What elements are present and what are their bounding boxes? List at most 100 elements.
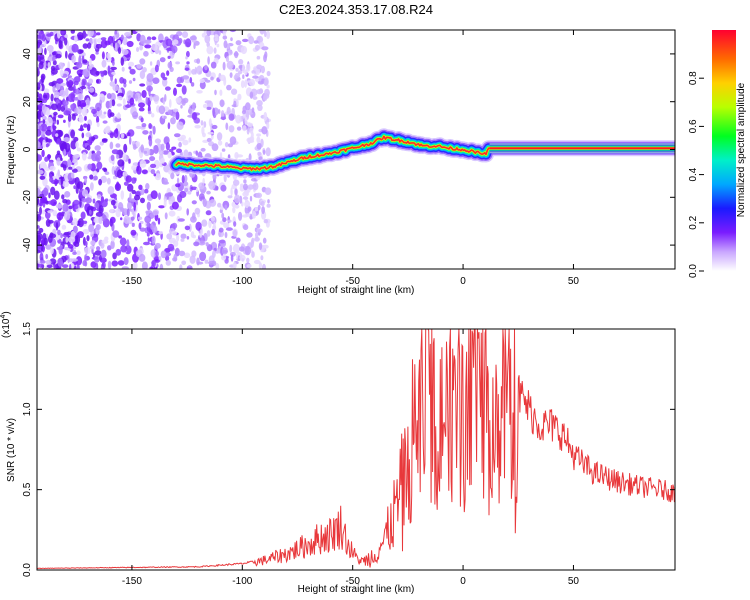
- noise-speck: [219, 99, 225, 108]
- noise-speck: [240, 45, 248, 55]
- noise-speck: [52, 228, 57, 235]
- noise-speck: [83, 123, 88, 128]
- noise-speck: [148, 87, 151, 96]
- noise-speck: [73, 185, 77, 190]
- noise-speck: [181, 175, 185, 184]
- noise-speck: [73, 84, 76, 92]
- noise-speck: [217, 140, 223, 146]
- noise-speck: [175, 183, 181, 188]
- noise-speck: [242, 125, 247, 132]
- noise-speck: [256, 133, 261, 137]
- noise-speck: [147, 237, 150, 244]
- noise-speck: [206, 190, 211, 195]
- noise-speck: [210, 76, 214, 81]
- noise-speck: [57, 257, 63, 267]
- noise-speck: [87, 163, 93, 170]
- noise-speck: [150, 169, 156, 175]
- x-tick-label: -50: [345, 276, 360, 287]
- noise-speck: [122, 171, 128, 177]
- noise-speck: [114, 42, 118, 52]
- noise-speck: [76, 61, 83, 69]
- noise-speck: [45, 218, 51, 227]
- noise-speck: [114, 30, 117, 35]
- noise-speck: [150, 190, 158, 200]
- noise-speck: [173, 240, 179, 247]
- noise-speck: [122, 36, 128, 46]
- noise-speck: [196, 257, 200, 266]
- noise-speck: [256, 223, 261, 229]
- noise-speck: [72, 217, 78, 226]
- noise-speck: [113, 205, 116, 209]
- noise-speck: [221, 212, 225, 219]
- noise-speck: [40, 123, 48, 132]
- noise-speck: [167, 243, 175, 251]
- noise-speck: [38, 125, 43, 131]
- noise-speck: [125, 175, 132, 183]
- noise-speck: [72, 225, 78, 234]
- noise-speck: [40, 196, 48, 203]
- noise-speck: [93, 38, 97, 49]
- noise-speck: [109, 141, 114, 150]
- noise-speck: [95, 224, 101, 231]
- noise-speck: [257, 104, 263, 112]
- noise-speck: [160, 157, 165, 164]
- noise-speck: [141, 123, 147, 128]
- noise-speck: [82, 59, 88, 64]
- snr-x-label: Height of straight line (km): [298, 584, 415, 595]
- noise-speck: [37, 54, 40, 60]
- noise-speck: [165, 86, 171, 91]
- noise-speck: [200, 196, 205, 200]
- noise-speck: [60, 105, 65, 112]
- noise-speck: [251, 210, 257, 219]
- noise-speck: [101, 138, 108, 143]
- noise-speck: [188, 223, 192, 232]
- noise-speck: [122, 98, 126, 106]
- noise-speck: [254, 236, 260, 242]
- noise-speck: [59, 69, 64, 77]
- noise-speck: [128, 66, 132, 70]
- noise-speck: [56, 204, 63, 209]
- noise-speck: [217, 202, 222, 208]
- colorbar-label: Normalized spectral amplitude: [736, 82, 747, 217]
- noise-speck: [159, 57, 166, 63]
- noise-speck: [49, 176, 54, 183]
- noise-speck: [180, 238, 185, 242]
- noise-speck: [194, 66, 197, 75]
- noise-speck: [237, 255, 241, 261]
- noise-speck: [90, 261, 97, 268]
- noise-speck: [138, 107, 145, 112]
- noise-speck: [48, 82, 55, 87]
- noise-speck: [110, 199, 116, 206]
- noise-speck: [206, 230, 211, 237]
- noise-speck: [244, 245, 251, 256]
- noise-speck: [127, 183, 134, 192]
- noise-speck: [195, 221, 202, 231]
- noise-speck: [176, 76, 183, 84]
- noise-speck: [130, 216, 135, 221]
- noise-speck: [160, 143, 165, 151]
- noise-speck: [101, 51, 105, 60]
- noise-speck: [98, 178, 102, 186]
- noise-speck: [114, 78, 117, 85]
- snr-x-ticks: -150 -100 -50 0 50: [122, 329, 580, 587]
- noise-speck: [150, 163, 157, 169]
- noise-speck: [142, 130, 149, 135]
- x-tick-label: -150: [122, 576, 142, 587]
- noise-speck: [57, 114, 64, 119]
- noise-speck: [165, 255, 170, 262]
- noise-speck: [52, 60, 57, 66]
- noise-speck: [212, 107, 216, 117]
- x-tick-label: 50: [568, 576, 580, 587]
- noise-speck: [106, 93, 112, 99]
- noise-speck: [192, 112, 198, 121]
- noise-speck: [154, 64, 159, 73]
- noise-speck: [151, 113, 155, 118]
- noise-speck: [120, 190, 125, 200]
- noise-speck: [205, 210, 212, 216]
- noise-speck: [41, 75, 45, 84]
- noise-speck: [39, 61, 44, 65]
- y-tick-label: 20: [22, 96, 33, 108]
- noise-speck: [93, 218, 97, 223]
- noise-speck: [145, 183, 150, 190]
- noise-speck: [158, 192, 161, 200]
